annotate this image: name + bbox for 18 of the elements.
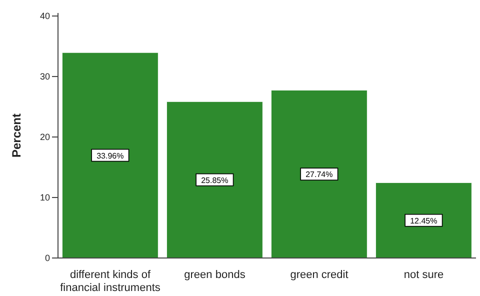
- y-tick-label: 20: [40, 132, 50, 142]
- y-axis-title: Percent: [9, 113, 24, 158]
- data-label: 25.85%: [201, 176, 228, 185]
- bar: [375, 182, 472, 258]
- bar: [166, 101, 263, 258]
- x-tick-label: green bonds: [184, 269, 246, 281]
- bar: [270, 90, 368, 258]
- x-tick-label: not sure: [404, 269, 444, 281]
- y-tick-label: 30: [40, 72, 50, 82]
- x-tick-label: different kinds of financial instruments: [60, 269, 161, 294]
- x-tick-label: green credit: [290, 269, 348, 281]
- data-label: 33.96%: [96, 151, 124, 160]
- y-tick-label: 40: [40, 11, 50, 22]
- data-label: 27.74%: [306, 170, 333, 180]
- data-label: 12.45%: [410, 216, 438, 226]
- y-tick-label: 10: [40, 192, 50, 203]
- bar: [62, 52, 158, 258]
- y-tick-label: 0: [44, 253, 50, 264]
